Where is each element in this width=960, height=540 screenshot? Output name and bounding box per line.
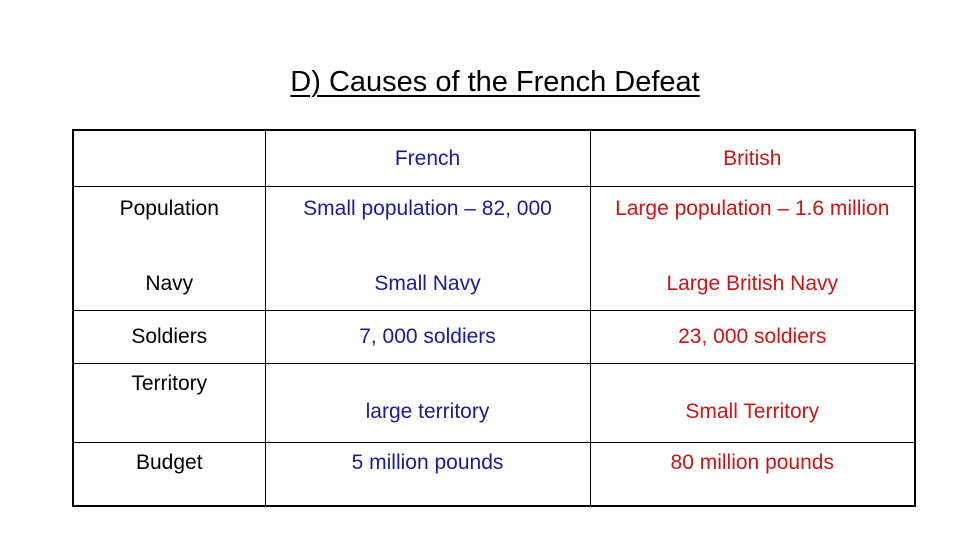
british-budget: 80 million pounds	[589, 442, 916, 506]
header-empty-cell	[72, 130, 266, 187]
row-label-population: Population	[72, 186, 266, 258]
row-label-territory: Territory	[72, 363, 266, 443]
british-soldiers: 23, 000 soldiers	[589, 310, 916, 364]
table-row: Soldiers 7, 000 soldiers 23, 000 soldier…	[72, 310, 916, 364]
table-row: Population Small population – 82, 000 La…	[72, 186, 916, 258]
header-french: French	[264, 130, 591, 187]
comparison-table: French British Population Small populati…	[72, 129, 916, 507]
header-british: British	[589, 130, 916, 187]
french-soldiers: 7, 000 soldiers	[264, 310, 591, 364]
british-navy: Large British Navy	[589, 258, 916, 311]
french-budget: 5 million pounds	[264, 442, 591, 506]
row-label-budget: Budget	[72, 442, 266, 506]
british-territory: Small Territory	[589, 363, 916, 443]
french-navy: Small Navy	[264, 258, 591, 311]
french-population: Small population – 82, 000	[264, 186, 591, 258]
table-row: Navy Small Navy Large British Navy	[72, 258, 916, 311]
header-row: French British	[72, 130, 916, 187]
row-label-soldiers: Soldiers	[72, 310, 266, 364]
table-row: Budget 5 million pounds 80 million pound…	[72, 442, 916, 506]
british-population: Large population – 1.6 million	[589, 186, 916, 258]
slide-title: D) Causes of the French Defeat	[290, 66, 700, 98]
row-label-navy: Navy	[72, 258, 266, 311]
table-row: Territory large territory Small Territor…	[72, 363, 916, 443]
french-territory: large territory	[264, 363, 591, 443]
